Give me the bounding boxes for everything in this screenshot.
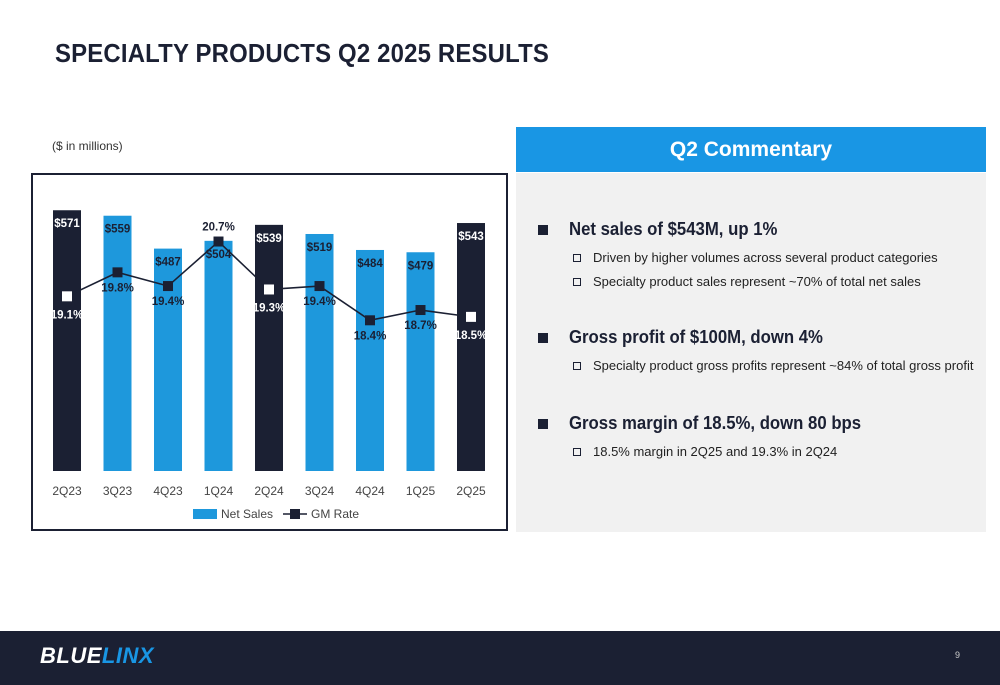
section-heading: Gross profit of $100M, down 4% <box>569 327 823 347</box>
gm-rate-label: 18.5% <box>455 330 488 342</box>
checkbox-bullet-icon <box>573 254 581 262</box>
commentary-point: 18.5% margin in 2Q25 and 19.3% in 2Q24 <box>573 444 837 459</box>
bar-value-label: $519 <box>307 242 333 254</box>
gm-rate-marker <box>163 281 173 292</box>
bar-2Q24 <box>255 224 283 471</box>
bar-value-label: $571 <box>54 218 80 230</box>
square-bullet-icon <box>538 225 548 235</box>
bluelinx-logo: BLUELINX <box>40 643 155 668</box>
gm-rate-label: 19.3% <box>253 302 286 314</box>
x-tick-label: 2Q24 <box>254 484 284 498</box>
bar-value-label: $487 <box>155 257 181 269</box>
legend-gm-rate-label: GM Rate <box>311 507 359 521</box>
x-tick-label: 1Q24 <box>204 484 234 498</box>
commentary-header: Q2 Commentary <box>516 127 986 172</box>
x-tick-label: 2Q25 <box>456 484 486 498</box>
x-tick-label: 1Q25 <box>406 484 436 498</box>
bar-2Q25 <box>457 223 485 471</box>
gm-rate-label: 18.4% <box>354 330 387 342</box>
gm-rate-label: 18.7% <box>404 320 437 332</box>
chart-svg: $571 2Q23 $559 3Q23 $487 4Q23 $504 1Q24 $539 2Q24… <box>51 210 488 521</box>
footer-bar: BLUELINX 9 <box>0 631 1000 685</box>
gm-rate-label: 20.7% <box>202 222 235 234</box>
x-tick-label: 3Q23 <box>103 484 133 498</box>
gm-rate-label: 19.4% <box>303 296 336 308</box>
gm-rate-marker <box>365 315 375 326</box>
bar-1Q25 <box>406 252 435 471</box>
bar-value-label: $479 <box>408 260 434 272</box>
x-tick-label: 4Q23 <box>153 484 183 498</box>
gm-rate-marker <box>213 236 224 247</box>
checkbox-bullet-icon <box>573 448 581 456</box>
section-heading: Gross margin of 18.5%, down 80 bps <box>569 413 862 433</box>
checkbox-bullet-icon <box>573 362 581 370</box>
gm-rate-marker <box>466 311 476 322</box>
bar-value-label: $504 <box>206 249 232 261</box>
bar-4Q24 <box>356 249 384 471</box>
gm-rate-label: 19.8% <box>101 282 134 294</box>
x-tick-label: 2Q23 <box>52 484 82 498</box>
bar-value-label: $543 <box>458 231 484 243</box>
bar-1Q24 <box>204 240 233 471</box>
bar-3Q23 <box>103 215 132 471</box>
bar-value-label: $559 <box>105 224 131 236</box>
bar-3Q24 <box>305 233 334 471</box>
legend-net-sales-label: Net Sales <box>221 507 273 521</box>
units-note: ($ in millions) <box>52 139 123 153</box>
square-bullet-icon <box>538 333 548 343</box>
gm-rate-marker <box>314 281 325 292</box>
gm-rate-label: 19.1% <box>51 309 84 321</box>
page-number: 9 <box>954 650 960 660</box>
commentary-point: Specialty product gross profits represen… <box>573 358 973 373</box>
legend-net-sales-swatch <box>193 509 217 519</box>
bar-value-label: $539 <box>256 233 282 245</box>
gm-rate-marker <box>112 267 123 278</box>
net-sales-chart: $571 2Q23 $559 3Q23 $487 4Q23 $504 1Q24 $539 2Q24… <box>31 173 508 531</box>
section-heading: Net sales of $543M, up 1% <box>569 219 778 239</box>
x-tick-label: 4Q24 <box>355 484 385 498</box>
bar-2Q23 <box>53 210 81 471</box>
legend-gm-rate-marker <box>290 509 300 519</box>
commentary-point: Specialty product sales represent ~70% o… <box>573 274 921 289</box>
bar-value-label: $484 <box>357 258 383 270</box>
x-tick-label: 3Q24 <box>305 484 335 498</box>
commentary-panel: Net sales of $543M, up 1% Driven by high… <box>516 173 986 532</box>
square-bullet-icon <box>538 419 548 429</box>
commentary-point: Driven by higher volumes across several … <box>573 250 938 265</box>
gm-rate-label: 19.4% <box>152 296 185 308</box>
checkbox-bullet-icon <box>573 278 581 286</box>
gm-rate-marker <box>62 291 72 302</box>
gm-rate-marker <box>264 284 274 295</box>
page-title: SPECIALTY PRODUCTS Q2 2025 RESULTS <box>55 38 550 68</box>
gm-rate-marker <box>415 305 426 316</box>
